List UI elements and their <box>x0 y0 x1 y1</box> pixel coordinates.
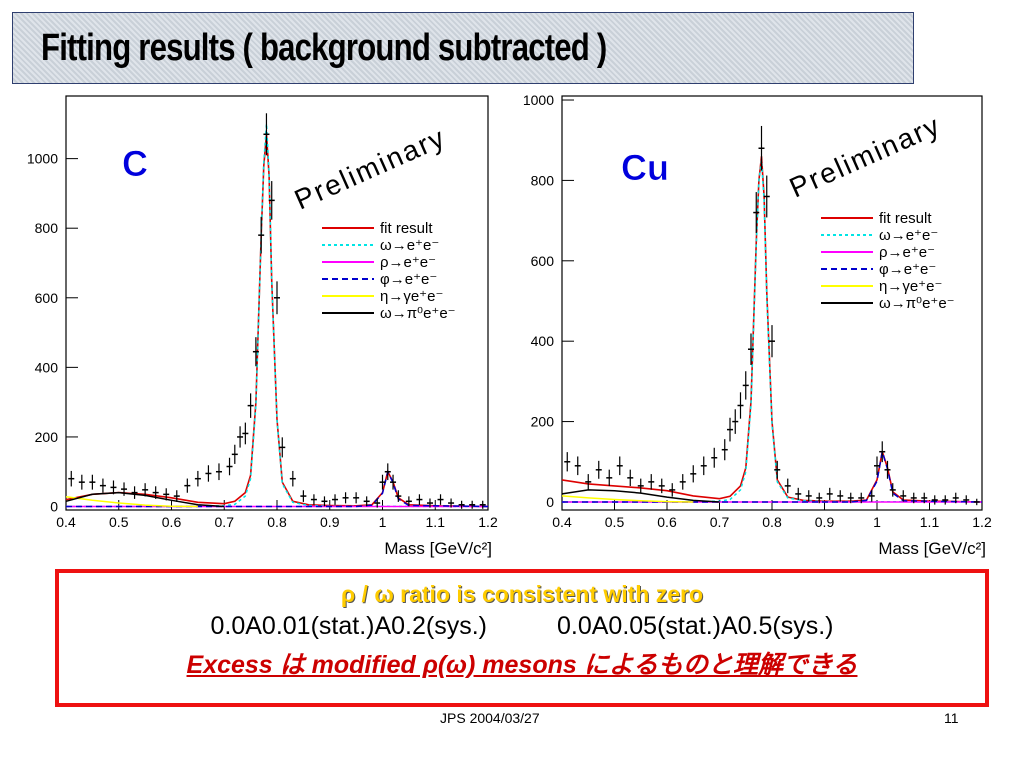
slide-title: Fitting results ( background subtracted … <box>41 26 607 69</box>
x-tick-label: 1.2 <box>972 514 992 530</box>
x-axis-label: Mass [GeV/c²] <box>878 539 986 558</box>
chart-panel-copper: 0.4 0.5 0.6 0.7 0.8 0.9 1 1.1 1.2 0 200 400 600 800 10… <box>505 88 1010 566</box>
y-tick-label: 800 <box>35 220 59 236</box>
target-label: C <box>122 143 148 184</box>
series-line-omega <box>66 123 489 508</box>
x-tick-label: 1 <box>873 514 881 530</box>
y-tick-label: 200 <box>35 429 59 445</box>
legend-label-fit: fit result <box>879 210 932 227</box>
series-line-eta <box>65 496 198 508</box>
y-tick-label: 1000 <box>27 151 58 167</box>
x-tick-label: 0.5 <box>109 514 129 530</box>
chart-carbon: 0.4 0.5 0.6 0.7 0.8 0.9 1 1.1 1.2 0 200 400 600 800 10… <box>27 95 498 558</box>
legend-label-omega: ω→e⁺e⁻ <box>380 237 439 254</box>
footer-date: JPS 2004/03/27 <box>440 710 540 726</box>
y-tick-label: 0 <box>546 494 554 510</box>
legend-label-fit: fit result <box>380 220 433 237</box>
page-number: 11 <box>944 710 959 726</box>
chart-copper: 0.4 0.5 0.6 0.7 0.8 0.9 1 1.1 1.2 0 200 400 600 800 10… <box>523 92 992 558</box>
summary-conclusion: Excess は modified ρ(ω) mesons によるものと理解でき… <box>186 651 858 679</box>
y-tick-label: 200 <box>531 414 555 430</box>
target-label: Cu <box>621 147 669 188</box>
x-tick-label: 1.2 <box>478 514 498 530</box>
y-tick-label: 600 <box>531 253 555 269</box>
y-tick-label: 400 <box>531 333 555 349</box>
preliminary-watermark: Preliminary <box>785 109 946 203</box>
y-tick-label: 600 <box>35 290 59 306</box>
summary-headline: ρ / ω ratio is consistent with zero <box>340 581 704 607</box>
series-line-eta <box>561 495 694 503</box>
x-tick-label: 0.6 <box>162 514 182 530</box>
carbon-ratio-value: 0.0A0.01(stat.)A0.2(sys.) <box>210 612 487 640</box>
chart-panel-carbon: 0.4 0.5 0.6 0.7 0.8 0.9 1 1.1 1.2 0 200 400 600 800 10… <box>0 88 505 566</box>
legend-label-eta: η→γe⁺e⁻ <box>879 278 942 295</box>
legend-label-omega: ω→e⁺e⁻ <box>879 227 938 244</box>
legend-label-rho: ρ→e⁺e⁻ <box>380 254 436 271</box>
title-banner: Fitting results ( background subtracted … <box>12 12 914 84</box>
legend-label-eta: η→γe⁺e⁻ <box>380 288 443 305</box>
copper-ratio-value: 0.0A0.05(stat.)A0.5(sys.) <box>557 612 834 640</box>
summary-box: ρ / ω ratio is consistent with zero 0.0A… <box>55 569 989 707</box>
x-tick-label: 0.9 <box>815 514 835 530</box>
x-tick-label: 1.1 <box>920 514 940 530</box>
legend-label-omega_dalitz: ω→π⁰e⁺e⁻ <box>380 305 456 322</box>
x-tick-label: 0.8 <box>267 514 287 530</box>
x-tick-label: 0.8 <box>762 514 782 530</box>
legend-label-phi: φ→e⁺e⁻ <box>879 261 936 278</box>
x-tick-label: 0.5 <box>605 514 625 530</box>
y-tick-label: 1000 <box>523 92 554 108</box>
x-tick-label: 1 <box>379 514 387 530</box>
legend-label-rho: ρ→e⁺e⁻ <box>879 244 935 261</box>
x-tick-label: 0.6 <box>657 514 677 530</box>
x-tick-label: 0.4 <box>56 514 76 530</box>
x-tick-label: 0.9 <box>320 514 340 530</box>
x-tick-label: 0.4 <box>552 514 572 530</box>
summary-values: 0.0A0.01(stat.)A0.2(sys.) 0.0A0.05(stat.)… <box>59 612 985 641</box>
y-tick-label: 0 <box>50 499 58 515</box>
y-tick-label: 800 <box>531 172 555 188</box>
preliminary-watermark: Preliminary <box>290 121 451 215</box>
x-tick-label: 1.1 <box>426 514 446 530</box>
x-tick-label: 0.7 <box>215 514 235 530</box>
legend-label-phi: φ→e⁺e⁻ <box>380 271 437 288</box>
y-tick-label: 400 <box>35 359 59 375</box>
x-axis-label: Mass [GeV/c²] <box>384 539 492 558</box>
legend-label-omega_dalitz: ω→π⁰e⁺e⁻ <box>879 295 955 312</box>
x-tick-label: 0.7 <box>710 514 730 530</box>
series-line-phi <box>562 451 983 503</box>
